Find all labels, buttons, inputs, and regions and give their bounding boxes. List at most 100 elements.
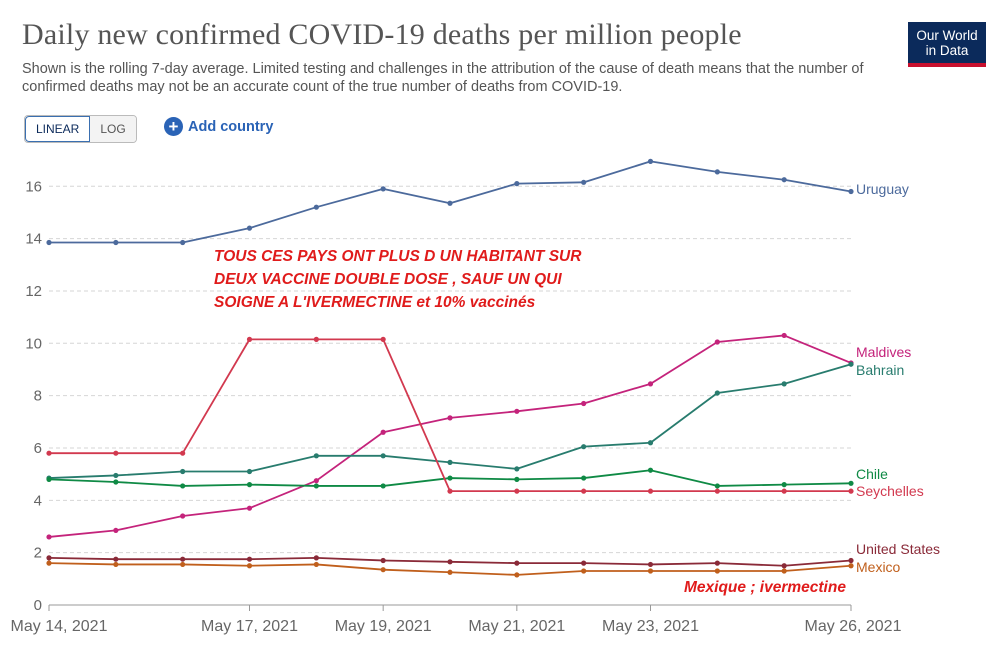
data-point-maldives[interactable] <box>46 534 52 540</box>
data-point-maldives[interactable] <box>714 339 720 345</box>
data-point-chile[interactable] <box>647 467 654 473</box>
data-point-uruguay[interactable] <box>246 225 253 231</box>
data-point-maldives[interactable] <box>647 381 654 387</box>
data-point-mexico[interactable] <box>714 568 720 574</box>
data-point-bahrain[interactable] <box>514 466 520 472</box>
y-tick-label: 8 <box>34 388 42 405</box>
chart-title: Daily new confirmed COVID-19 deaths per … <box>22 18 742 51</box>
data-point-uruguay[interactable] <box>848 188 854 195</box>
data-point-united-states[interactable] <box>714 560 720 566</box>
annotation-mexico: Mexique ; ivermectine <box>684 579 846 596</box>
data-point-chile[interactable] <box>581 475 587 481</box>
data-point-united-states[interactable] <box>581 560 587 566</box>
data-point-uruguay[interactable] <box>647 158 654 164</box>
data-point-mexico[interactable] <box>447 569 453 575</box>
owid-logo[interactable]: Our World in Data <box>908 22 986 67</box>
data-point-seychelles[interactable] <box>447 488 453 494</box>
data-point-maldives[interactable] <box>781 332 787 339</box>
data-point-seychelles[interactable] <box>180 450 186 456</box>
data-point-chile[interactable] <box>313 483 319 489</box>
data-point-chile[interactable] <box>714 483 720 489</box>
series-line-maldives[interactable] <box>48 334 852 538</box>
data-point-united-states[interactable] <box>380 557 386 564</box>
data-point-chile[interactable] <box>514 476 520 482</box>
data-point-seychelles[interactable] <box>46 450 52 456</box>
data-point-uruguay[interactable] <box>581 179 587 185</box>
data-point-mexico[interactable] <box>313 561 319 568</box>
data-point-uruguay[interactable] <box>113 239 119 246</box>
data-point-seychelles[interactable] <box>380 336 386 342</box>
data-point-uruguay[interactable] <box>714 169 720 175</box>
data-point-seychelles[interactable] <box>848 488 854 494</box>
data-point-chile[interactable] <box>380 483 386 489</box>
data-point-united-states[interactable] <box>781 563 787 569</box>
series-line-seychelles[interactable] <box>49 338 851 493</box>
data-point-uruguay[interactable] <box>313 204 319 210</box>
data-point-mexico[interactable] <box>514 572 520 578</box>
data-point-united-states[interactable] <box>246 556 253 562</box>
data-point-mexico[interactable] <box>246 563 253 569</box>
data-point-chile[interactable] <box>848 480 854 486</box>
data-point-maldives[interactable] <box>447 415 453 421</box>
data-point-chile[interactable] <box>180 483 186 489</box>
data-point-bahrain[interactable] <box>647 440 654 446</box>
data-point-maldives[interactable] <box>246 505 253 511</box>
data-point-united-states[interactable] <box>647 561 654 568</box>
data-point-united-states[interactable] <box>848 557 854 564</box>
linear-scale-button[interactable]: LINEAR <box>25 116 91 142</box>
data-point-chile[interactable] <box>781 482 787 488</box>
log-scale-button[interactable]: LOG <box>90 116 136 142</box>
data-point-maldives[interactable] <box>113 527 119 534</box>
data-point-mexico[interactable] <box>113 561 119 568</box>
data-point-uruguay[interactable] <box>514 181 520 187</box>
data-point-seychelles[interactable] <box>714 488 720 494</box>
data-point-mexico[interactable] <box>46 560 52 566</box>
data-point-bahrain[interactable] <box>581 444 587 450</box>
data-point-mexico[interactable] <box>581 568 587 574</box>
annotation-main: TOUS CES PAYS ONT PLUS D UN HABITANT SUR… <box>214 245 581 314</box>
data-point-bahrain[interactable] <box>380 453 386 459</box>
data-point-uruguay[interactable] <box>781 177 787 183</box>
data-point-seychelles[interactable] <box>781 488 787 494</box>
data-point-maldives[interactable] <box>180 513 186 519</box>
data-point-bahrain[interactable] <box>781 381 787 387</box>
data-point-bahrain[interactable] <box>246 468 253 475</box>
data-point-united-states[interactable] <box>46 555 52 561</box>
data-point-bahrain[interactable] <box>313 453 319 459</box>
add-country-button[interactable]: + Add country <box>164 117 273 136</box>
data-point-maldives[interactable] <box>581 400 587 407</box>
data-point-bahrain[interactable] <box>447 459 453 465</box>
data-point-bahrain[interactable] <box>714 390 720 396</box>
data-point-uruguay[interactable] <box>46 239 52 246</box>
data-point-chile[interactable] <box>113 479 119 485</box>
data-point-bahrain[interactable] <box>113 472 119 479</box>
data-point-seychelles[interactable] <box>581 488 587 494</box>
data-point-mexico[interactable] <box>647 568 654 574</box>
data-point-bahrain[interactable] <box>180 468 186 475</box>
data-point-uruguay[interactable] <box>380 186 386 192</box>
data-point-united-states[interactable] <box>113 556 119 562</box>
data-point-maldives[interactable] <box>514 408 520 414</box>
data-point-chile[interactable] <box>246 482 253 488</box>
data-point-united-states[interactable] <box>447 559 453 565</box>
data-point-chile[interactable] <box>46 476 52 482</box>
data-point-seychelles[interactable] <box>313 336 319 342</box>
data-point-maldives[interactable] <box>380 429 386 435</box>
data-point-chile[interactable] <box>447 475 453 481</box>
data-point-uruguay[interactable] <box>180 239 186 246</box>
data-point-united-states[interactable] <box>514 560 520 566</box>
data-point-seychelles[interactable] <box>514 488 520 494</box>
data-point-uruguay[interactable] <box>447 200 453 206</box>
data-point-bahrain[interactable] <box>848 361 854 367</box>
data-point-united-states[interactable] <box>313 555 319 561</box>
data-point-maldives[interactable] <box>313 478 319 484</box>
data-point-mexico[interactable] <box>848 563 854 569</box>
data-point-seychelles[interactable] <box>246 336 253 342</box>
data-point-mexico[interactable] <box>380 567 386 573</box>
y-tick-label: 12 <box>25 283 42 300</box>
data-point-mexico[interactable] <box>180 561 186 568</box>
data-point-united-states[interactable] <box>180 556 186 562</box>
data-point-seychelles[interactable] <box>113 450 119 456</box>
data-point-mexico[interactable] <box>781 568 787 574</box>
data-point-seychelles[interactable] <box>647 488 654 494</box>
